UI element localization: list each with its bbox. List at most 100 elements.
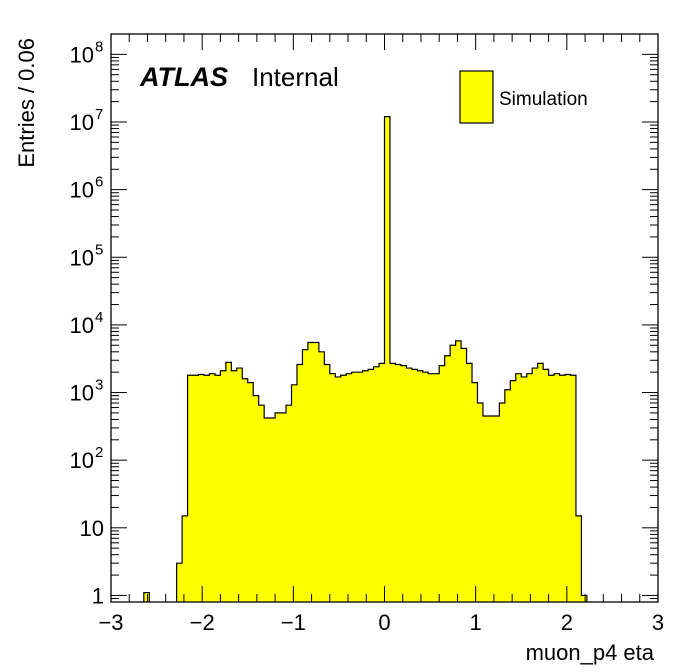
histogram-bar	[286, 405, 292, 602]
histogram-bar	[543, 369, 549, 602]
histogram-bar	[214, 375, 221, 602]
histogram-bar	[198, 374, 205, 602]
y-tick-label: 10	[70, 42, 94, 67]
histogram-bar	[302, 349, 309, 602]
histogram-bar	[499, 403, 506, 602]
histogram-bar	[521, 376, 528, 602]
x-tick-label: 1	[470, 610, 482, 635]
histogram-bar	[554, 373, 560, 602]
histogram-bar	[280, 412, 287, 602]
histogram-bar	[258, 405, 265, 602]
histogram-bar	[313, 342, 320, 602]
y-tick-label-exponent: 2	[95, 444, 103, 461]
x-tick-label: −2	[190, 610, 215, 635]
histogram-bar	[493, 415, 500, 602]
histogram-bar	[324, 364, 331, 602]
histogram-bar	[203, 375, 210, 602]
y-tick-label: 10	[70, 313, 94, 338]
histogram-bar	[187, 375, 194, 602]
histogram-bar	[461, 348, 467, 602]
y-tick-label-exponent: 4	[95, 309, 103, 326]
y-axis-title: Entries / 0.06	[14, 38, 39, 168]
histogram-bars	[143, 116, 588, 603]
histogram-bar	[329, 373, 336, 602]
histogram-bar	[433, 373, 440, 602]
atlas-label: ATLAS	[139, 62, 228, 92]
histogram-bar	[307, 342, 314, 602]
x-tick-label: 0	[378, 610, 390, 635]
x-tick-label: −3	[98, 610, 123, 635]
histogram-bar	[559, 375, 566, 602]
histogram-bar	[379, 363, 385, 602]
y-tick-label: 10	[80, 516, 104, 541]
histogram-bar	[362, 370, 369, 602]
histogram-bar	[296, 364, 303, 602]
histogram-bar	[357, 372, 363, 602]
y-tick-label-exponent: 3	[95, 377, 103, 394]
y-tick-label-exponent: 5	[95, 241, 103, 258]
y-tick-label-exponent: 8	[95, 38, 103, 55]
histogram-bar	[450, 345, 456, 602]
histogram-bar	[346, 373, 352, 602]
histogram-bar	[143, 592, 150, 602]
histogram-bar	[488, 415, 495, 602]
histogram-bar	[504, 389, 511, 602]
histogram-bar	[242, 378, 249, 602]
histogram-bar	[275, 412, 281, 602]
histogram-bar	[209, 373, 216, 602]
legend-swatch-simulation	[459, 70, 494, 124]
histogram-bar	[477, 403, 484, 602]
histogram-bar	[395, 364, 402, 602]
histogram-bar	[264, 418, 270, 602]
histogram-bar	[247, 382, 254, 602]
y-tick-label: 10	[70, 448, 94, 473]
histogram-bar	[439, 365, 445, 602]
histogram-bar	[515, 373, 522, 602]
histogram-bar	[335, 376, 342, 602]
x-tick-label: 3	[652, 610, 664, 635]
histogram-bar	[575, 515, 582, 602]
y-tick-label: 10	[70, 381, 94, 406]
histogram-bar	[368, 369, 374, 602]
histogram-bar	[526, 373, 533, 602]
histogram-bar	[400, 365, 407, 602]
histogram-bar	[384, 116, 391, 603]
histogram-bar	[428, 373, 435, 602]
plot-frame	[110, 33, 659, 603]
histogram-bar	[231, 370, 238, 602]
histogram-bar	[291, 384, 298, 602]
x-tick-label: −1	[281, 610, 306, 635]
histogram-bar	[253, 395, 259, 602]
y-tick-label: 10	[70, 110, 94, 135]
histogram-bar	[548, 375, 555, 602]
histogram-bar	[466, 363, 473, 602]
histogram-bar	[225, 362, 232, 602]
histogram-outline	[143, 116, 588, 602]
histogram-bar	[406, 368, 413, 602]
histogram-bar	[176, 563, 183, 602]
x-tick-labels: −3 −2 −1 0 1 2 3	[98, 610, 664, 635]
y-tick-label: 10	[70, 245, 94, 270]
histogram-bar	[570, 375, 577, 602]
histogram-bar	[193, 375, 199, 602]
histogram-bar	[422, 372, 429, 602]
x-tick-label: 2	[561, 610, 573, 635]
histogram-bar	[482, 415, 489, 602]
histogram-bar	[455, 340, 462, 602]
histogram-bar	[581, 595, 588, 602]
histogram-bar	[220, 370, 227, 602]
legend-label-simulation: Simulation	[499, 89, 588, 110]
histogram-bar	[565, 374, 571, 602]
histogram-bar	[373, 366, 380, 602]
histogram-bar	[340, 375, 347, 602]
histogram-bar	[532, 368, 538, 602]
y-tick-label: 1	[92, 583, 104, 608]
legend: Simulation	[459, 70, 588, 124]
histogram-bar	[537, 363, 544, 602]
axis-ticks	[110, 33, 659, 603]
histogram-bar	[510, 380, 517, 602]
histogram-bar	[318, 351, 325, 602]
histogram-bar	[411, 369, 418, 602]
